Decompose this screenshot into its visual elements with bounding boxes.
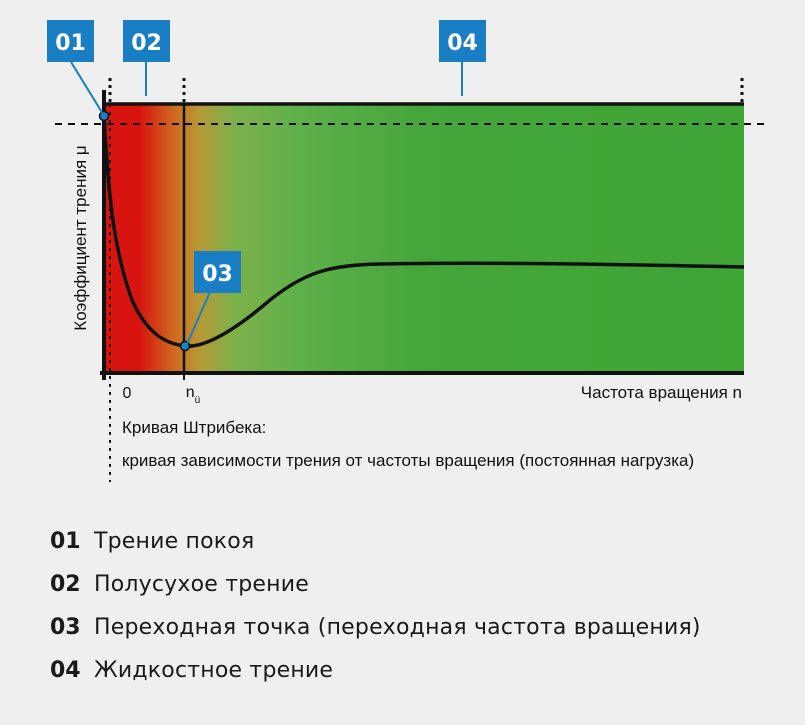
badge-04-text: 04 bbox=[447, 31, 478, 56]
legend-text: Переходная точка (переходная частота вра… bbox=[94, 615, 701, 640]
legend-text: Полусухое трение bbox=[94, 572, 309, 597]
x-axis-label: Частота вращения n bbox=[581, 383, 742, 402]
badge-01: 01 bbox=[47, 20, 94, 62]
badge-04: 04 bbox=[439, 20, 486, 62]
tick-zero-label: 0 bbox=[123, 385, 132, 402]
y-axis-label: Коэффициент трения μ bbox=[71, 145, 90, 330]
legend-number: 02 bbox=[50, 572, 81, 597]
legend-text: Жидкостное трение bbox=[94, 658, 334, 683]
leader-03 bbox=[186, 291, 211, 345]
caption-title: Кривая Штрибека: bbox=[122, 418, 266, 437]
legend-item-02: 02 Полусухое трение bbox=[50, 563, 701, 606]
badge-01-text: 01 bbox=[55, 31, 86, 56]
badge-02-text: 02 bbox=[131, 31, 162, 56]
static-friction-point bbox=[98, 110, 110, 122]
tick-nu-label: nü bbox=[186, 384, 200, 406]
tick-nu-main: n bbox=[186, 384, 195, 401]
badge-03-text: 03 bbox=[202, 262, 233, 287]
caption-description: кривая зависимости трения от частоты вра… bbox=[122, 451, 694, 470]
legend-number: 04 bbox=[50, 658, 81, 683]
legend-number: 03 bbox=[50, 615, 81, 640]
stribeck-diagram: 01 02 03 04 Коэффициент трения μ 0 nü Ча… bbox=[47, 20, 768, 482]
stribeck-curve bbox=[102, 115, 745, 348]
badge-03: 03 bbox=[194, 251, 241, 293]
badge-02: 02 bbox=[123, 20, 170, 62]
legend-item-03: 03 Переходная точка (переходная частота в… bbox=[50, 606, 701, 649]
legend-item-04: 04 Жидкостное трение bbox=[50, 649, 701, 692]
legend-item-01: 01 Трение покоя bbox=[50, 520, 701, 563]
friction-zone-area bbox=[104, 104, 744, 372]
leader-01 bbox=[70, 61, 104, 115]
tick-nu-sub: ü bbox=[195, 395, 201, 406]
legend: 01 Трение покоя 02 Полусухое трение 03 Пере… bbox=[50, 520, 701, 692]
legend-text: Трение покоя bbox=[94, 529, 255, 554]
legend-number: 01 bbox=[50, 529, 81, 554]
